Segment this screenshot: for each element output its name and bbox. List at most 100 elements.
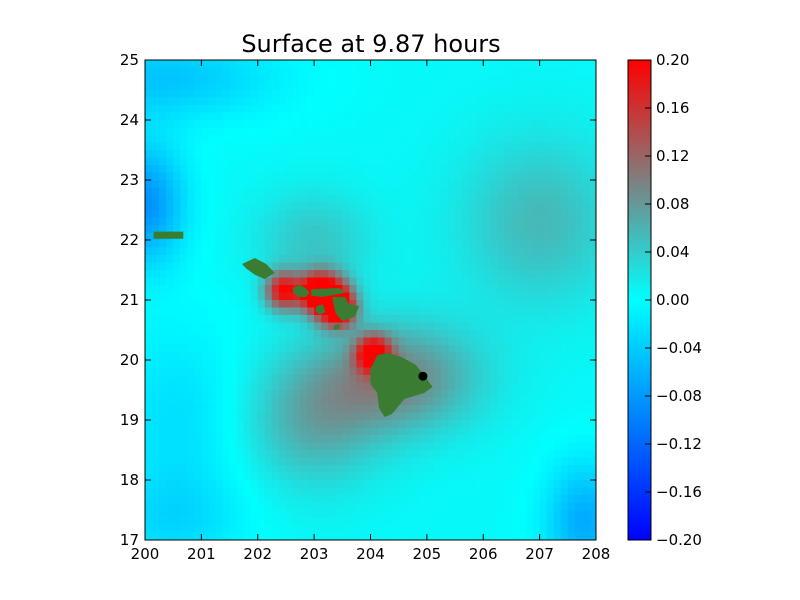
field-cell <box>532 345 541 354</box>
field-cell <box>173 217 181 226</box>
field-cell <box>201 112 210 121</box>
field-cell <box>356 360 365 369</box>
field-cell <box>215 270 224 279</box>
field-cell <box>448 442 456 451</box>
field-cell <box>243 337 252 346</box>
field-cell <box>243 292 252 301</box>
field-cell <box>335 202 343 211</box>
field-cell <box>300 375 308 384</box>
field-cell <box>349 480 358 489</box>
field-cell <box>328 172 336 181</box>
field-cell <box>363 420 372 429</box>
field-cell <box>328 195 336 204</box>
field-cell <box>250 442 259 451</box>
field-cell <box>483 472 491 481</box>
field-cell <box>314 352 322 361</box>
field-cell <box>166 247 174 256</box>
field-cell <box>462 187 470 196</box>
field-cell <box>152 337 160 346</box>
field-cell <box>187 457 195 466</box>
field-cell <box>257 105 266 114</box>
field-cell <box>448 525 456 534</box>
field-cell <box>567 352 576 361</box>
field-cell <box>581 495 590 504</box>
field-cell <box>342 172 350 181</box>
field-cell <box>370 285 379 294</box>
field-cell <box>377 315 386 324</box>
field-cell <box>405 397 414 406</box>
field-cell <box>560 435 569 444</box>
field-cell <box>532 472 541 481</box>
field-cell <box>342 97 350 106</box>
field-cell <box>222 120 231 129</box>
field-cell <box>462 247 470 256</box>
field-cell <box>292 60 301 69</box>
field-cell <box>145 322 153 331</box>
field-cell <box>504 322 513 331</box>
field-cell <box>257 457 266 466</box>
field-cell <box>194 427 202 436</box>
field-cell <box>518 510 527 519</box>
field-cell <box>166 457 174 466</box>
field-cell <box>419 60 428 69</box>
field-cell <box>574 300 583 309</box>
field-cell <box>370 487 379 496</box>
field-cell <box>476 397 484 406</box>
field-cell <box>292 232 301 241</box>
field-cell <box>455 165 463 174</box>
field-cell <box>257 225 266 234</box>
field-cell <box>328 217 336 226</box>
field-cell <box>532 495 541 504</box>
field-cell <box>588 382 596 391</box>
field-cell <box>314 255 322 264</box>
field-cell <box>504 157 513 166</box>
field-cell <box>321 202 329 211</box>
field-cell <box>588 60 596 69</box>
field-cell <box>335 457 343 466</box>
field-cell <box>462 150 470 159</box>
field-cell <box>349 112 358 121</box>
field-cell <box>511 82 520 91</box>
field-cell <box>236 300 245 309</box>
field-cell <box>229 465 238 474</box>
field-cell <box>222 435 231 444</box>
field-cell <box>356 465 365 474</box>
field-cell <box>349 465 358 474</box>
field-cell <box>356 330 365 339</box>
field-cell <box>483 390 491 399</box>
field-cell <box>292 405 301 414</box>
field-cell <box>433 67 442 76</box>
field-cell <box>342 217 350 226</box>
field-cell <box>208 517 217 526</box>
field-cell <box>476 75 484 84</box>
field-cell <box>588 285 596 294</box>
field-cell <box>490 375 498 384</box>
field-cell <box>349 525 358 534</box>
field-cell <box>363 480 372 489</box>
field-cell <box>574 457 583 466</box>
field-cell <box>497 232 505 241</box>
field-cell <box>490 277 498 286</box>
y-tick-label: 23 <box>120 171 139 189</box>
field-cell <box>567 412 576 421</box>
field-cell <box>560 397 569 406</box>
field-cell <box>363 240 372 249</box>
field-cell <box>567 487 576 496</box>
field-cell <box>321 450 329 459</box>
field-cell <box>363 292 372 301</box>
field-cell <box>243 150 252 159</box>
field-cell <box>152 187 160 196</box>
field-cell <box>497 495 505 504</box>
field-cell <box>152 442 160 451</box>
field-cell <box>433 112 442 121</box>
field-cell <box>285 457 294 466</box>
field-cell <box>250 202 259 211</box>
field-cell <box>370 127 379 136</box>
field-cell <box>321 532 329 540</box>
field-cell <box>426 360 435 369</box>
field-cell <box>553 150 562 159</box>
field-cell <box>159 262 167 271</box>
field-cell <box>264 90 273 99</box>
field-cell <box>546 105 555 114</box>
field-cell <box>405 60 414 69</box>
